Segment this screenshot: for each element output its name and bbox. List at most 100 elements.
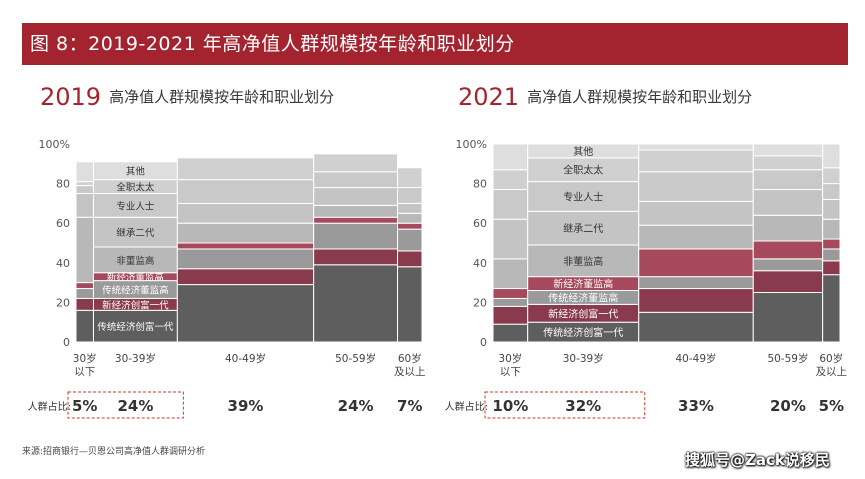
- marimekko-segment: [822, 274, 841, 343]
- marimekko-segment: [752, 189, 824, 216]
- source-note: 来源:招商银行—贝恩公司高净值人群调研分析: [22, 447, 206, 457]
- marimekko-segment: [527, 181, 640, 212]
- age-axis-label: 以下: [500, 366, 521, 378]
- marimekko-segment: [75, 181, 94, 187]
- marimekko-segment: [397, 266, 423, 343]
- segment-label: 新经济创富一代: [102, 299, 169, 311]
- marimekko-segment: [638, 200, 754, 226]
- age-axis-label: 30-39岁: [115, 352, 156, 365]
- marimekko-segment: [397, 222, 423, 230]
- segment-label: 非董监高: [563, 255, 603, 268]
- marimekko-segment: [313, 222, 399, 250]
- marimekko-segment: [822, 238, 841, 250]
- age-axis-label: 60岁: [398, 352, 422, 365]
- segment-label: 其他: [573, 145, 593, 158]
- segment-label: 新经济董监高: [553, 278, 613, 291]
- marimekko-segment: [638, 248, 754, 278]
- y-tick-label: 0: [480, 336, 487, 349]
- y-tick-label: 80: [473, 178, 487, 191]
- marimekko-segment: [176, 242, 315, 250]
- population-share-value: 5%: [819, 397, 844, 415]
- panel-title-2021: 2021 高净值人群规模按年龄和职业划分: [458, 83, 752, 111]
- marimekko-segment: [638, 149, 754, 173]
- figure-title-banner: 图 8：2019-2021 年高净值人群规模按年龄和职业划分: [22, 23, 848, 65]
- population-share-value: 39%: [228, 397, 264, 415]
- marimekko-segment: [492, 218, 529, 260]
- marimekko-segment: [752, 143, 824, 157]
- panel-title-2019: 2019 高净值人群规模按年龄和职业划分: [40, 83, 334, 111]
- marimekko-segment: [176, 157, 315, 181]
- population-share-value: 33%: [678, 397, 714, 415]
- panel-subtitle-2021: 高净值人群规模按年龄和职业划分: [527, 88, 753, 106]
- age-axis-label: 40-49岁: [225, 352, 266, 365]
- marimekko-segment: [492, 288, 529, 299]
- marimekko-segment: [752, 270, 824, 294]
- marimekko-segment: [75, 161, 94, 183]
- marimekko-segment: [176, 179, 315, 204]
- marimekko-segment: [75, 216, 94, 284]
- watermark: 搜狐号@Zack说移民: [685, 451, 830, 469]
- segment-label: 传统经济创富一代: [97, 321, 174, 333]
- population-share-value: 7%: [397, 397, 422, 415]
- segment-label: 新经济创富一代: [548, 307, 618, 320]
- marimekko-segment: [313, 264, 399, 343]
- highlight-dashed-box: [484, 391, 646, 419]
- y-tick-label: 20: [56, 296, 70, 309]
- marimekko-segment: [75, 288, 94, 299]
- y-tick-label: 100%: [39, 138, 70, 151]
- marimekko-segment: [176, 284, 315, 343]
- marimekko-segment: [176, 222, 315, 244]
- age-axis-label: 30-39岁: [563, 352, 604, 365]
- age-axis-label: 30岁: [73, 352, 97, 365]
- marimekko-segment: [397, 212, 423, 224]
- marimekko-segment: [527, 210, 640, 246]
- age-axis-label: 60岁: [819, 352, 843, 365]
- age-axis-label: 及以上: [394, 366, 426, 378]
- marimekko-segment: [492, 169, 529, 191]
- population-share-label: 人群占比:: [28, 400, 71, 413]
- marimekko-segment: [313, 248, 399, 266]
- y-tick-label: 60: [56, 217, 70, 230]
- age-axis-label: 40-49岁: [675, 352, 716, 365]
- y-tick-label: 40: [473, 257, 487, 270]
- age-axis-label: 50-59岁: [335, 352, 376, 365]
- age-axis-label: 50-59岁: [767, 352, 808, 365]
- marimekko-segment: [752, 258, 824, 272]
- marimekko-segment: [492, 258, 529, 290]
- marimekko-segment: [752, 240, 824, 260]
- marimekko-segment: [75, 309, 94, 343]
- segment-label: 全职太太: [563, 164, 603, 177]
- y-tick-label: 60: [473, 217, 487, 230]
- marimekko-segment: [492, 143, 529, 171]
- marimekko-segment: [75, 185, 94, 195]
- marimekko-segment: [822, 260, 841, 276]
- marimekko-segment: [752, 292, 824, 343]
- marimekko-segment: [638, 311, 754, 343]
- population-share-value: 5%: [72, 397, 97, 415]
- marimekko-segment: [822, 218, 841, 240]
- marimekko-segment: [822, 183, 841, 200]
- marimekko-segment: [313, 153, 399, 173]
- y-tick-label: 100%: [456, 138, 487, 151]
- population-share-value: 20%: [770, 397, 806, 415]
- panel-year-2019: 2019: [40, 83, 102, 111]
- marimekko-segment: [313, 187, 399, 206]
- marimekko-segment: [822, 198, 841, 220]
- population-share-value: 24%: [117, 397, 153, 415]
- marimekko-segment: [752, 155, 824, 171]
- highlight-dashed-box: [67, 391, 184, 419]
- segment-label: 继承二代: [563, 222, 603, 235]
- marimekko-segment: [397, 250, 423, 268]
- marimekko-segment: [397, 228, 423, 252]
- marimekko-segment: [492, 305, 529, 325]
- marimekko-segment: [822, 167, 841, 185]
- segment-label: 继承二代: [116, 227, 155, 239]
- marimekko-segment: [822, 143, 841, 169]
- marimekko-segment: [176, 248, 315, 270]
- marimekko-segment: [75, 193, 94, 218]
- y-tick-label: 20: [473, 296, 487, 309]
- age-axis-label: 30岁: [498, 352, 522, 365]
- y-tick-label: 80: [56, 178, 70, 191]
- marimekko-segment: [822, 248, 841, 262]
